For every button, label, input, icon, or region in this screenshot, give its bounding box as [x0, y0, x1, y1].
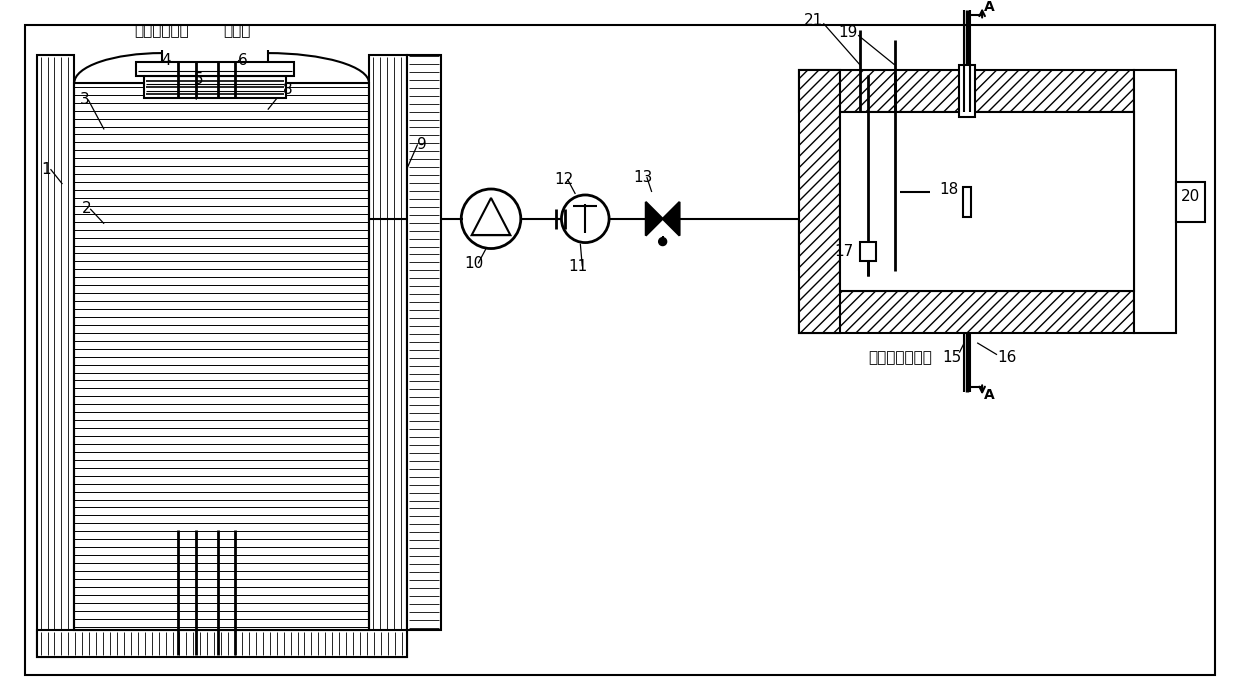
Bar	[1133, 70, 1176, 333]
Text: 6: 6	[238, 53, 248, 67]
Text: 5: 5	[193, 72, 203, 88]
Text: A: A	[983, 389, 994, 402]
Bar	[963, 187, 971, 217]
Text: 11: 11	[569, 259, 588, 274]
Text: 4: 4	[161, 53, 170, 67]
Bar	[37, 630, 407, 657]
Bar	[960, 65, 975, 117]
Bar	[861, 242, 875, 261]
Text: A: A	[983, 1, 994, 15]
Text: 接电化学工作站: 接电化学工作站	[868, 350, 932, 365]
Bar	[841, 112, 1133, 291]
Bar	[799, 70, 1133, 112]
Text: 19: 19	[838, 25, 858, 40]
Text: 18: 18	[940, 183, 959, 197]
Bar	[1176, 182, 1205, 222]
Polygon shape	[662, 202, 680, 236]
Text: 3: 3	[79, 92, 89, 107]
Text: 2: 2	[82, 202, 91, 216]
Text: 15: 15	[942, 350, 962, 365]
Circle shape	[658, 238, 667, 245]
Polygon shape	[646, 202, 662, 236]
Text: 16: 16	[997, 350, 1017, 365]
Text: 承废气处理瓶: 承废气处理瓶	[134, 23, 188, 38]
Text: 20: 20	[1180, 190, 1200, 204]
Text: 接气瓶: 接气瓶	[223, 23, 250, 38]
Text: 1: 1	[42, 162, 51, 177]
Bar	[144, 76, 285, 98]
Bar	[799, 291, 1133, 333]
Bar	[799, 70, 841, 333]
Text: 10: 10	[465, 256, 484, 271]
Bar	[136, 62, 294, 76]
Text: 13: 13	[634, 170, 652, 185]
Text: 9: 9	[417, 137, 427, 152]
Bar	[37, 55, 74, 657]
Bar	[74, 83, 370, 630]
Text: 12: 12	[554, 172, 573, 186]
Bar	[407, 55, 441, 630]
Text: 17: 17	[835, 244, 853, 259]
Text: 8: 8	[283, 82, 293, 97]
Text: 21: 21	[804, 13, 823, 28]
Bar	[370, 55, 407, 657]
